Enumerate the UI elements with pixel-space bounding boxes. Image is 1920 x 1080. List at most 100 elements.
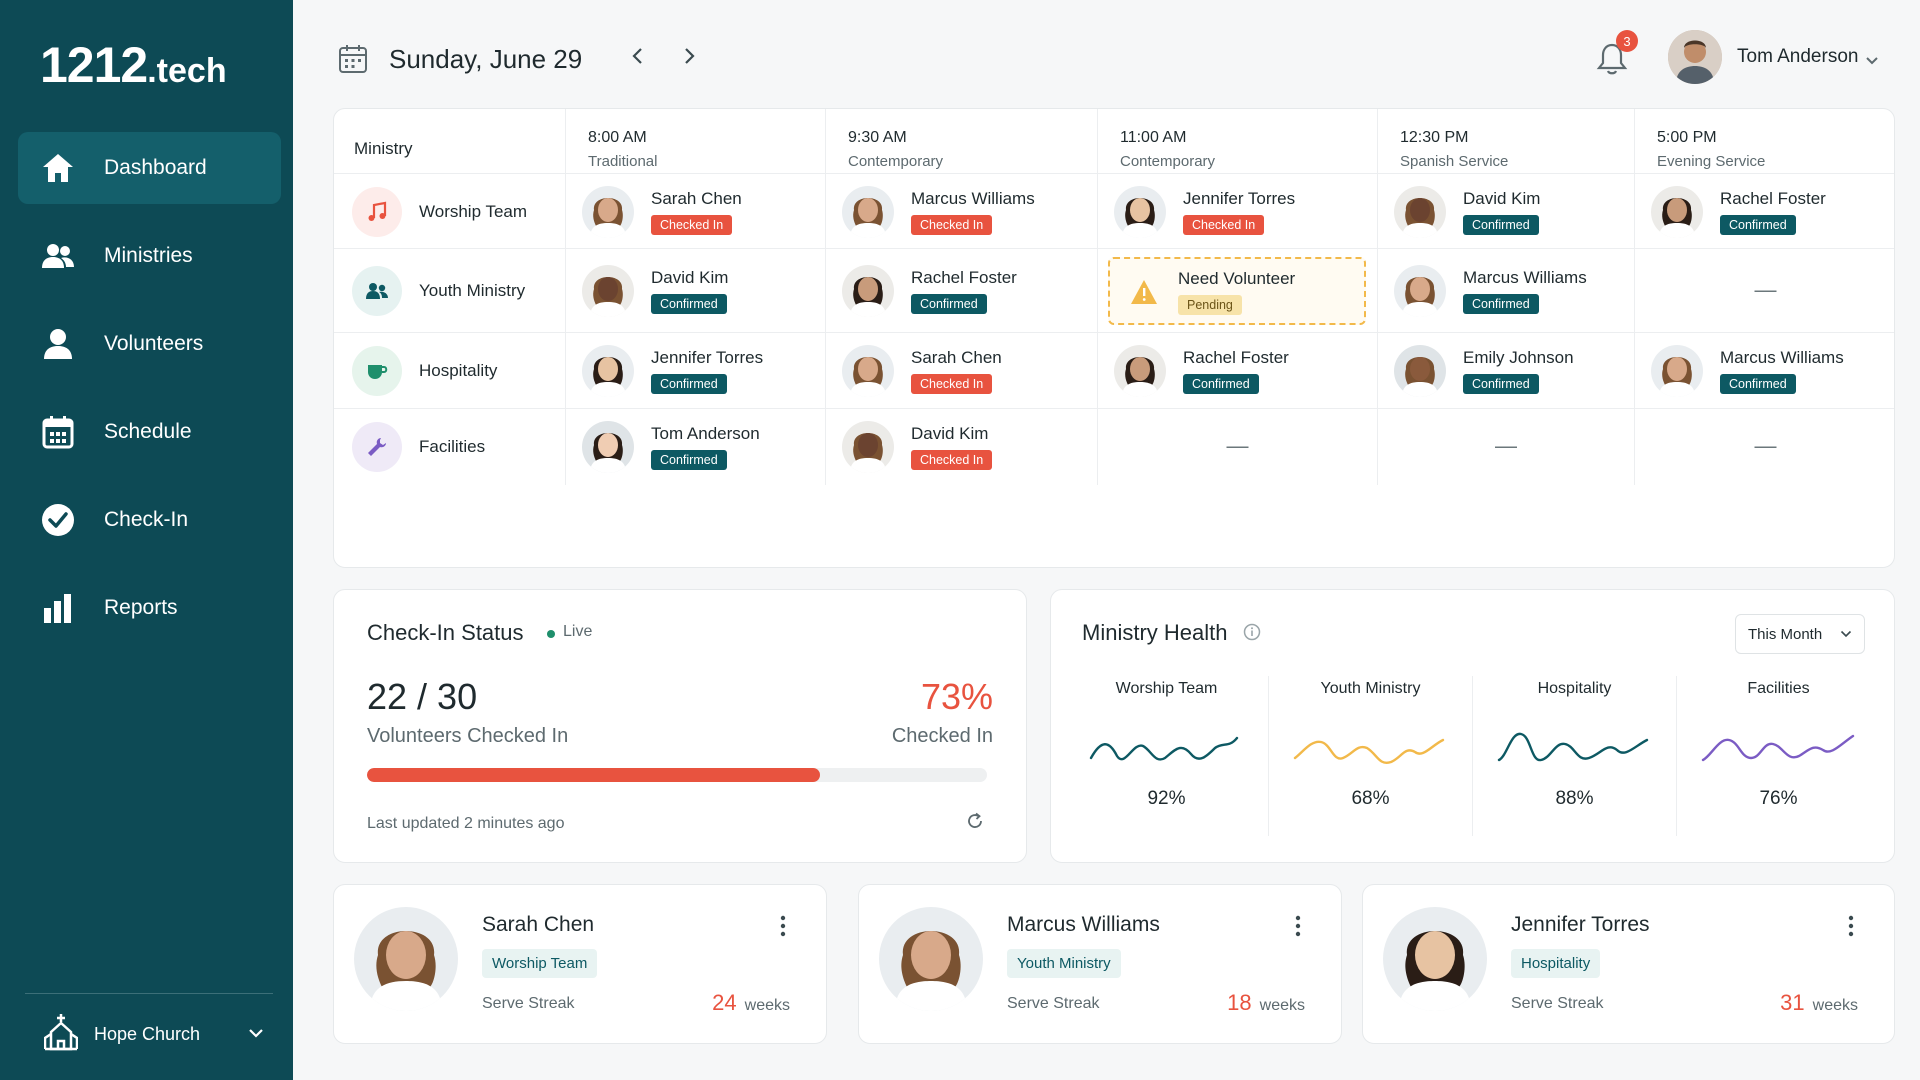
next-day-button[interactable] [678, 46, 702, 70]
service-name: Contemporary [1120, 153, 1216, 170]
status-badge: Confirmed [1463, 294, 1539, 314]
avatar[interactable] [1668, 30, 1722, 84]
volunteer-name: David Kim [651, 268, 729, 287]
avatar[interactable] [582, 345, 634, 397]
status-badge: Confirmed [911, 294, 987, 314]
ministry-name[interactable]: Youth Ministry [419, 281, 526, 300]
avatar[interactable] [842, 421, 894, 473]
volunteer-card[interactable]: Sarah Chen Worship Team Serve Streak 24 week… [333, 884, 827, 1044]
schedule-slot[interactable]: Jennifer Torres Checked In [1098, 174, 1378, 248]
wrench-icon [352, 422, 402, 472]
ministry-health-item[interactable]: Youth Ministry 68% [1269, 676, 1473, 836]
ministry-health-item[interactable]: Worship Team 92% [1065, 676, 1269, 836]
schedule-slot[interactable]: — [1098, 409, 1378, 485]
more-options-icon[interactable] [1848, 915, 1854, 942]
checked-in-count-label: Volunteers Checked In [367, 725, 569, 747]
avatar[interactable] [582, 185, 634, 238]
status-badge: Confirmed [1463, 374, 1539, 394]
ministry-name[interactable]: Hospitality [419, 361, 498, 380]
period-select[interactable]: This Month [1735, 614, 1865, 654]
brand-logo[interactable]: 1212.tech [40, 37, 227, 93]
chevron-down-icon[interactable] [1865, 52, 1879, 70]
sidebar-item-label: Ministries [104, 244, 193, 267]
schedule-slot[interactable]: Need Volunteer Pending [1098, 249, 1378, 332]
schedule-slot[interactable]: Marcus Williams Checked In [826, 174, 1098, 248]
schedule-slot[interactable]: — [1635, 249, 1894, 332]
chevron-left-icon [631, 47, 643, 70]
ministry-health-item[interactable]: Facilities 76% [1677, 676, 1880, 836]
info-icon[interactable] [1243, 623, 1261, 646]
card-title: Ministry Health [1082, 620, 1228, 645]
schedule-slot[interactable]: Sarah Chen Checked In [566, 174, 826, 248]
sidebar-item-schedule[interactable]: Schedule [18, 396, 281, 468]
schedule-slot[interactable]: David Kim Confirmed [1378, 174, 1635, 248]
home-icon [40, 150, 76, 186]
avatar [879, 907, 983, 1011]
avatar[interactable] [1651, 345, 1703, 397]
schedule-slot[interactable]: — [1378, 409, 1635, 485]
prev-day-button[interactable] [625, 46, 649, 70]
schedule-slot[interactable]: Marcus Williams Confirmed [1635, 333, 1894, 408]
avatar[interactable] [582, 265, 634, 317]
user-name[interactable]: Tom Anderson [1737, 46, 1859, 67]
schedule-slot[interactable]: David Kim Confirmed [566, 249, 826, 332]
user-icon [40, 326, 76, 362]
schedule-slot[interactable]: — [1635, 409, 1894, 485]
avatar[interactable] [1394, 185, 1446, 238]
ministry-name[interactable]: Worship Team [419, 201, 528, 221]
avatar[interactable] [1114, 185, 1166, 238]
schedule-slot[interactable]: Marcus Williams Confirmed [1378, 249, 1635, 332]
avatar[interactable] [842, 345, 894, 397]
volunteer-name: Rachel Foster [1720, 188, 1826, 208]
ministry-health-item[interactable]: Hospitality 88% [1473, 676, 1677, 836]
coffee-cup-icon [352, 346, 402, 396]
volunteer-card[interactable]: Marcus Williams Youth Ministry Serve Strea… [858, 884, 1342, 1044]
refresh-icon[interactable] [966, 812, 984, 835]
avatar[interactable] [1651, 185, 1703, 238]
need-volunteer-slot[interactable]: Need Volunteer Pending [1108, 257, 1366, 325]
table-row: Facilities Tom Anderson Confirmed David Kim… [334, 409, 1894, 485]
more-options-icon[interactable] [1295, 915, 1301, 942]
last-updated-text: Last updated 2 minutes ago [367, 815, 565, 832]
status-badge: Checked In [911, 450, 993, 470]
avatar[interactable] [842, 265, 894, 317]
schedule-slot[interactable]: Rachel Foster Confirmed [1635, 174, 1894, 248]
schedule-slot[interactable]: Rachel Foster Confirmed [1098, 333, 1378, 408]
live-label: Live [563, 623, 593, 640]
service-time: 9:30 AM [848, 129, 907, 146]
sidebar-item-reports[interactable]: Reports [18, 572, 281, 644]
avatar[interactable] [582, 421, 634, 473]
avatar[interactable] [1114, 345, 1166, 397]
schedule-slot[interactable]: Tom Anderson Confirmed [566, 409, 826, 485]
ministry-health-name: Worship Team [1115, 680, 1218, 697]
volunteer-card[interactable]: Jennifer Torres Hospitality Serve Streak 31… [1362, 884, 1895, 1044]
streak-weeks-unit: weeks [1812, 997, 1858, 1014]
avatar[interactable] [1394, 265, 1446, 317]
schedule-slot[interactable]: Sarah Chen Checked In [826, 333, 1098, 408]
sidebar-item-label: Schedule [104, 420, 192, 443]
status-badge: Confirmed [1720, 214, 1796, 235]
sidebar-item-volunteers[interactable]: Volunteers [18, 308, 281, 380]
schedule-slot[interactable]: Emily Johnson Confirmed [1378, 333, 1635, 408]
volunteer-name: Marcus Williams [1007, 913, 1160, 936]
page-title-date: Sunday, June 29 [389, 44, 583, 74]
volunteer-name: Sarah Chen [651, 188, 742, 208]
service-name: Traditional [588, 153, 658, 170]
more-options-icon[interactable] [780, 915, 786, 942]
serve-streak-value: 18 weeks [1227, 990, 1305, 1016]
empty-slot: — [1495, 433, 1517, 458]
ministry-name[interactable]: Facilities [419, 437, 486, 456]
ministry-health-name: Hospitality [1537, 680, 1612, 697]
sidebar-item-ministries[interactable]: Ministries [18, 220, 281, 292]
schedule-slot[interactable]: Jennifer Torres Confirmed [566, 333, 826, 408]
sidebar-item-dashboard[interactable]: Dashboard [18, 132, 281, 204]
avatar[interactable] [842, 185, 894, 238]
service-column-header: 5:00 PM Evening Service [1635, 109, 1894, 173]
sidebar-item-check-in[interactable]: Check-In [18, 484, 281, 556]
streak-weeks-number: 24 [712, 990, 737, 1015]
schedule-slot[interactable]: Rachel Foster Confirmed [826, 249, 1098, 332]
schedule-slot[interactable]: David Kim Checked In [826, 409, 1098, 485]
avatar[interactable] [1394, 345, 1446, 397]
church-selector[interactable]: Hope Church [43, 1012, 264, 1056]
ministry-health-value: 92% [1147, 788, 1186, 809]
